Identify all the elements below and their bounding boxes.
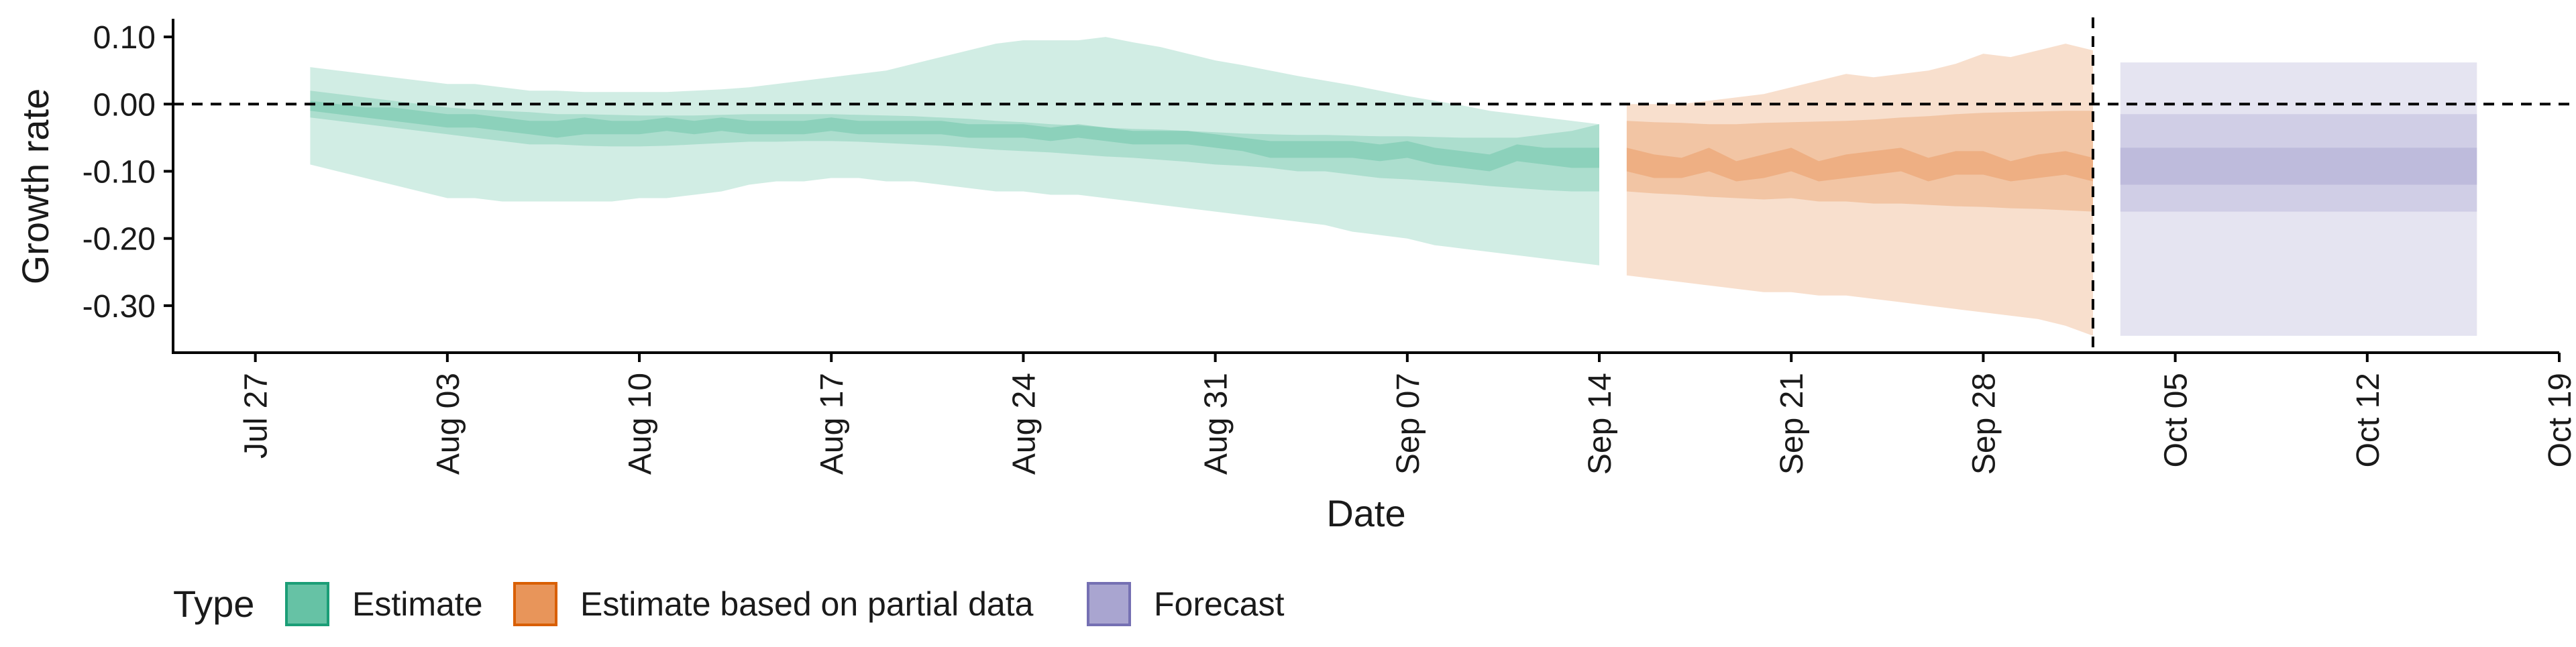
x-tick-label: Oct 19 xyxy=(2542,373,2576,467)
y-tick-label: -0.30 xyxy=(83,289,156,325)
reference-lines xyxy=(173,17,2573,353)
x-tick-label: Aug 31 xyxy=(1199,373,1234,475)
legend-title: Type xyxy=(173,583,254,625)
legend-key-forecast xyxy=(1087,582,1131,626)
band-outer-estimate xyxy=(310,37,1599,266)
band-middle-estimate xyxy=(310,91,1599,192)
axes xyxy=(172,19,2559,354)
series-estimate-based-on-partial-data xyxy=(1626,44,2093,336)
x-tick-label: Sep 14 xyxy=(1582,373,1618,475)
ticks: 0.10 0.00 -0.10 -0.20 -0.30 Jul 27 Aug 03 Aug 1… xyxy=(83,20,2576,475)
legend-label-estimate: Estimate xyxy=(352,585,483,623)
x-tick-label: Oct 05 xyxy=(2159,373,2194,467)
x-tick-label: Aug 17 xyxy=(814,373,850,475)
x-tick-label: Aug 03 xyxy=(431,373,466,475)
x-tick-label: Aug 10 xyxy=(623,373,658,475)
legend-item-estimate: Estimate xyxy=(285,582,483,626)
x-axis-title: Date xyxy=(1326,492,1405,534)
legend-label-estimate-based-on-partial-data: Estimate based on partial data xyxy=(580,585,1034,623)
band-inner-estimate-based-on-partial-data xyxy=(1626,148,2093,182)
y-tick-label: 0.10 xyxy=(93,20,156,56)
band-middle-forecast xyxy=(2120,114,2477,212)
x-tick-label: Sep 28 xyxy=(1966,373,2002,475)
legend: Type Estimate Estimate based on partial d… xyxy=(173,582,1285,626)
y-axis-title: Growth rate xyxy=(14,89,56,285)
legend-item-estimate-based-on-partial-data: Estimate based on partial data xyxy=(513,582,1034,626)
x-tick-label: Oct 12 xyxy=(2351,373,2386,467)
band-inner-estimate xyxy=(310,101,1599,172)
y-tick-label: 0.00 xyxy=(93,87,156,123)
legend-item-forecast: Forecast xyxy=(1087,582,1285,626)
series-forecast xyxy=(2120,62,2477,336)
series-estimate xyxy=(310,37,1599,266)
x-tick-label: Jul 27 xyxy=(239,373,274,459)
band-outer-forecast xyxy=(2120,62,2477,336)
legend-key-estimate-based-on-partial-data xyxy=(513,582,557,626)
x-tick-label: Sep 21 xyxy=(1774,373,1810,475)
y-tick-label: -0.20 xyxy=(83,222,156,257)
y-tick-label: -0.10 xyxy=(83,154,156,190)
band-layer xyxy=(310,37,2477,336)
x-tick-label: Sep 07 xyxy=(1391,373,1426,475)
x-tick-label: Aug 24 xyxy=(1006,373,1042,475)
band-inner-forecast xyxy=(2120,148,2477,185)
band-middle-estimate-based-on-partial-data xyxy=(1626,111,2093,212)
band-outer-estimate-based-on-partial-data xyxy=(1626,44,2093,336)
legend-key-estimate xyxy=(285,582,329,626)
legend-label-forecast: Forecast xyxy=(1154,585,1285,623)
